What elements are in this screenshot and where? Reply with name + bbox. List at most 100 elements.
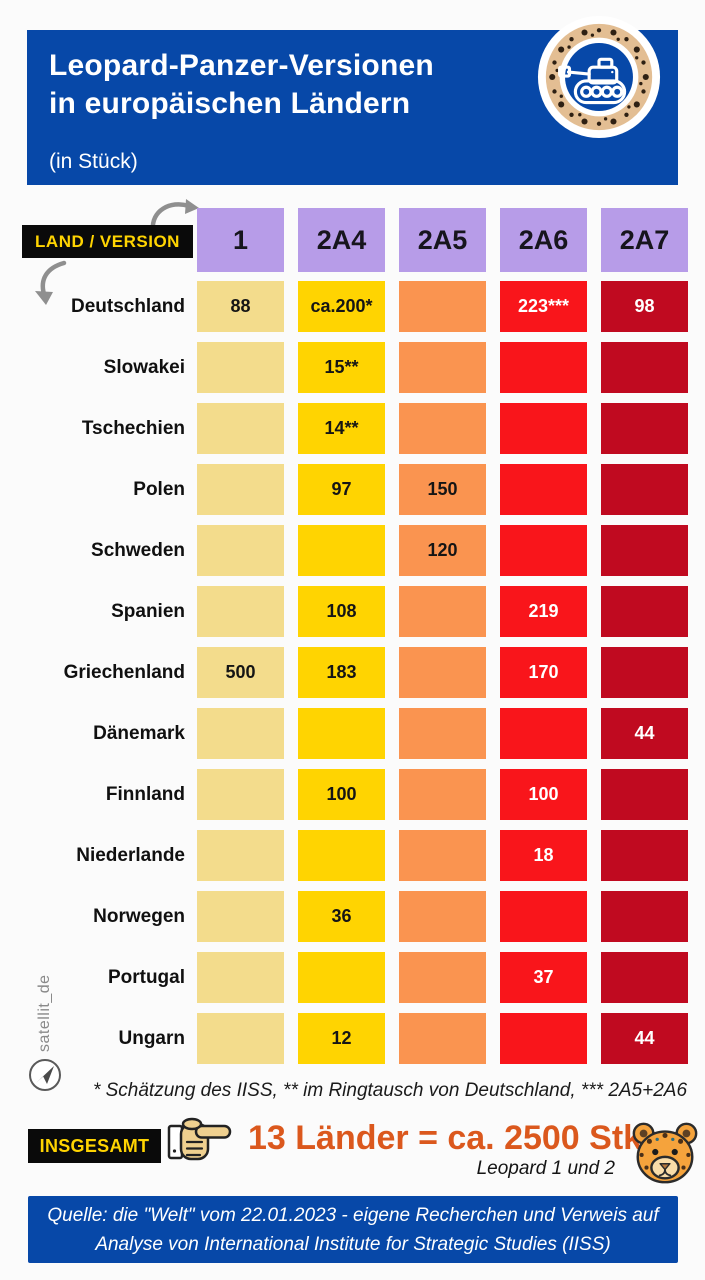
column-header-2A4: 2A4 [298, 208, 385, 272]
table-cell-spanien-2A7 [601, 586, 688, 637]
table-cell-schweden-2A5: 120 [399, 525, 486, 576]
table-cell-tschechien-2A5 [399, 403, 486, 454]
page-title: Leopard-Panzer-Versionen in europäischen… [49, 47, 434, 123]
row-label-niederlande: Niederlande [76, 844, 185, 866]
page-title-line1: Leopard-Panzer-Versionen [49, 49, 434, 82]
table-cell-finnland-2A6: 100 [500, 769, 587, 820]
row-label-griechenland: Griechenland [63, 661, 185, 683]
table-cell-deutschland-2A5 [399, 281, 486, 332]
table-cell-slowakei-2A6 [500, 342, 587, 393]
table-cell-polen-2A7 [601, 464, 688, 515]
table-cell-dänemark-2A5 [399, 708, 486, 759]
table-cell-portugal-1 [197, 952, 284, 1003]
table-cell-polen-2A4: 97 [298, 464, 385, 515]
table-cell-finnland-2A5 [399, 769, 486, 820]
source-box: Quelle: die "Welt" vom 22.01.2023 - eige… [28, 1196, 678, 1263]
table-cell-norwegen-2A7 [601, 891, 688, 942]
row-label-deutschland: Deutschland [70, 295, 185, 317]
table-cell-finnland-1 [197, 769, 284, 820]
table-cell-polen-1 [197, 464, 284, 515]
table-cell-schweden-2A7 [601, 525, 688, 576]
table-cell-dänemark-1 [197, 708, 284, 759]
table-cell-niederlande-2A6: 18 [500, 830, 587, 881]
table-cell-niederlande-2A5 [399, 830, 486, 881]
table-cell-deutschland-1: 88 [197, 281, 284, 332]
table-cell-norwegen-2A6 [500, 891, 587, 942]
table-cell-dänemark-2A7: 44 [601, 708, 688, 759]
table-cell-portugal-2A5 [399, 952, 486, 1003]
row-label-ungarn: Ungarn [118, 1027, 186, 1049]
table-cell-griechenland-2A5 [399, 647, 486, 698]
table-cell-polen-2A5: 150 [399, 464, 486, 515]
table-cell-portugal-2A4 [298, 952, 385, 1003]
source-line1: Quelle: die "Welt" vom 22.01.2023 - eige… [47, 1204, 659, 1226]
table-cell-portugal-2A7 [601, 952, 688, 1003]
footnote: * Schätzung des IISS, ** im Ringtausch v… [92, 1080, 688, 1101]
table-cell-niederlande-1 [197, 830, 284, 881]
tank-icon [535, 13, 663, 146]
table-cell-dänemark-2A4 [298, 708, 385, 759]
telegram-plane-icon [26, 1056, 64, 1099]
table-cell-portugal-2A6: 37 [500, 952, 587, 1003]
table-cell-ungarn-2A6 [500, 1013, 587, 1064]
table-cell-slowakei-2A7 [601, 342, 688, 393]
row-label-portugal: Portugal [107, 966, 185, 988]
table-cell-griechenland-2A6: 170 [500, 647, 587, 698]
table-cell-schweden-1 [197, 525, 284, 576]
page-subtitle: (in Stück) [49, 150, 138, 173]
row-label-tschechien: Tschechien [81, 417, 185, 439]
table-cell-griechenland-2A7 [601, 647, 688, 698]
table-cell-polen-2A6 [500, 464, 587, 515]
table-cell-finnland-2A7 [601, 769, 688, 820]
table-cell-slowakei-2A4: 15** [298, 342, 385, 393]
column-header-2A6: 2A6 [500, 208, 587, 272]
header: Leopard-Panzer-Versionen in europäischen… [27, 15, 678, 185]
total-subline: Leopard 1 und 2 [476, 1158, 615, 1179]
row-label-slowakei: Slowakei [103, 356, 185, 378]
table-cell-deutschland-2A7: 98 [601, 281, 688, 332]
corner-label: LAND / VERSION [22, 225, 193, 258]
table-cell-ungarn-1 [197, 1013, 284, 1064]
source-line2: Analyse von International Institute for … [95, 1233, 611, 1255]
page-title-line2: in europäischen Ländern [49, 87, 411, 120]
table-cell-dänemark-2A6 [500, 708, 587, 759]
table-cell-ungarn-2A5 [399, 1013, 486, 1064]
table-cell-slowakei-1 [197, 342, 284, 393]
table-cell-norwegen-1 [197, 891, 284, 942]
table-cell-norwegen-2A4: 36 [298, 891, 385, 942]
total-headline: 13 Länder = ca. 2500 Stk. [248, 1119, 652, 1157]
table-cell-niederlande-2A7 [601, 830, 688, 881]
table-cell-griechenland-1: 500 [197, 647, 284, 698]
table-cell-schweden-2A4 [298, 525, 385, 576]
table-cell-spanien-1 [197, 586, 284, 637]
arrow-down-icon [35, 260, 67, 305]
table-cell-finnland-2A4: 100 [298, 769, 385, 820]
row-label-norwegen: Norwegen [93, 905, 185, 927]
row-label-schweden: Schweden [91, 539, 185, 561]
leopard-face-icon [628, 1116, 702, 1195]
table-cell-norwegen-2A5 [399, 891, 486, 942]
table-cell-deutschland-2A6: 223*** [500, 281, 587, 332]
total-badge: INSGESAMT [28, 1129, 161, 1163]
table-cell-tschechien-2A7 [601, 403, 688, 454]
watermark-text: satellit_de [36, 974, 53, 1052]
table-cell-tschechien-1 [197, 403, 284, 454]
table-cell-ungarn-2A4: 12 [298, 1013, 385, 1064]
table-cell-tschechien-2A6 [500, 403, 587, 454]
table-cell-spanien-2A4: 108 [298, 586, 385, 637]
table-cell-ungarn-2A7: 44 [601, 1013, 688, 1064]
column-header-1: 1 [197, 208, 284, 272]
row-label-dänemark: Dänemark [93, 722, 185, 744]
table-cell-deutschland-2A4: ca.200* [298, 281, 385, 332]
table-cell-slowakei-2A5 [399, 342, 486, 393]
pointing-hand-icon [166, 1112, 238, 1175]
table-cell-schweden-2A6 [500, 525, 587, 576]
table-cell-tschechien-2A4: 14** [298, 403, 385, 454]
column-header-2A5: 2A5 [399, 208, 486, 272]
table-cell-griechenland-2A4: 183 [298, 647, 385, 698]
row-label-polen: Polen [133, 478, 185, 500]
table-cell-niederlande-2A4 [298, 830, 385, 881]
row-label-finnland: Finnland [105, 783, 185, 805]
column-header-2A7: 2A7 [601, 208, 688, 272]
